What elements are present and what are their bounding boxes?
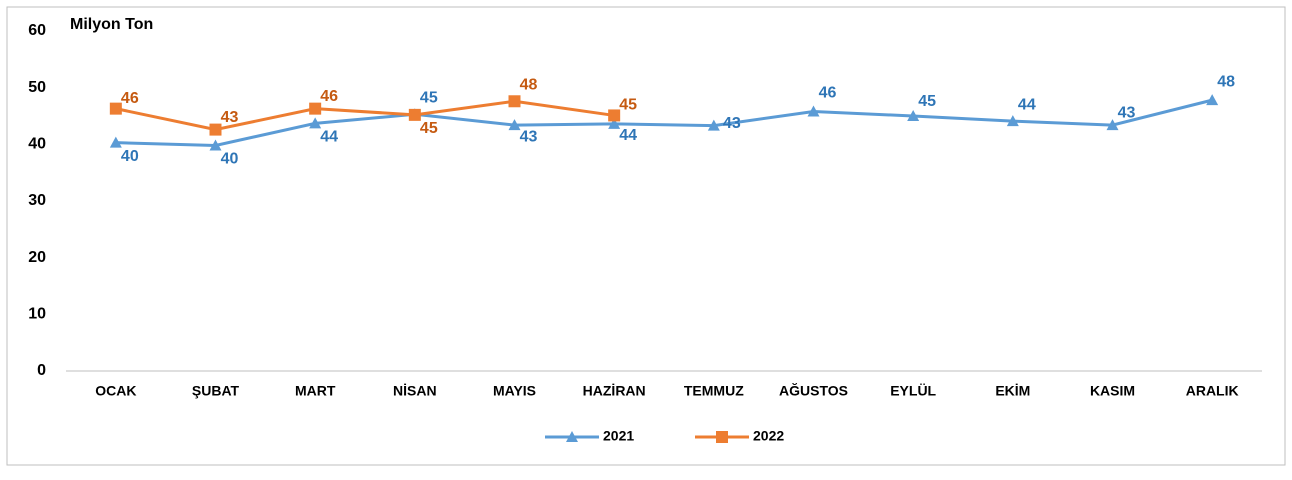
y-tick-label: 60 [28,22,46,39]
legend-label: 2022 [753,428,784,444]
x-tick-label: AĞUSTOS [779,382,848,399]
marker [209,139,222,151]
marker [508,95,521,108]
marker [608,117,621,129]
x-tick-label: HAZİRAN [583,383,646,399]
data-label: 45 [619,97,637,114]
data-label: 45 [420,90,438,107]
series-line [115,99,615,132]
data-label: 45 [420,120,438,137]
marker [1106,119,1119,131]
data-label: 48 [520,76,538,93]
marker [707,119,720,131]
marker [907,110,920,121]
data-label: 43 [723,115,741,132]
x-tick-label: KASIM [1090,383,1135,399]
x-tick-label: TEMMUZ [684,383,744,399]
data-label: 43 [520,128,538,145]
y-tick-label: 50 [28,79,46,96]
data-label: 40 [121,148,139,165]
data-label: 43 [1118,104,1136,121]
data-label: 43 [221,109,239,126]
x-tick-label: ARALIK [1186,383,1239,399]
series-line [115,98,1213,147]
y-tick-label: 0 [37,362,46,379]
x-tick-label: NİSAN [393,383,437,399]
data-label: 46 [121,90,139,107]
data-label: 46 [320,88,338,105]
x-tick-label: OCAK [95,383,136,399]
marker [408,108,421,121]
data-label: 44 [619,127,637,144]
x-tick-label: EYLÜL [890,383,936,399]
marker [1206,94,1219,106]
legend-marker [716,431,728,443]
y-tick-label: 30 [28,192,46,209]
marker [309,102,322,115]
data-label: 44 [320,129,338,146]
marker [807,105,820,117]
x-tick-label: MAYIS [493,383,536,399]
data-label: 48 [1217,73,1235,90]
x-tick-label: ŞUBAT [192,383,240,399]
data-label: 46 [819,85,837,102]
marker [109,102,122,115]
y-tick-label: 10 [28,306,46,323]
x-tick-label: MART [295,383,336,399]
marker [209,123,222,136]
legend-label: 2021 [603,428,634,444]
chart-border [6,6,1286,466]
y-tick-label: 20 [28,249,46,266]
data-label: 40 [221,151,239,168]
marker [1006,115,1019,127]
y-tick-label: 40 [28,136,46,153]
marker [508,119,521,131]
marker [109,136,122,148]
legend-marker [566,431,578,442]
y-axis-label: Milyon Ton [70,16,153,33]
marker [608,109,621,122]
data-label: 44 [1018,96,1036,113]
x-tick-label: EKİM [995,383,1030,399]
marker [309,117,322,129]
data-label: 45 [918,93,936,110]
